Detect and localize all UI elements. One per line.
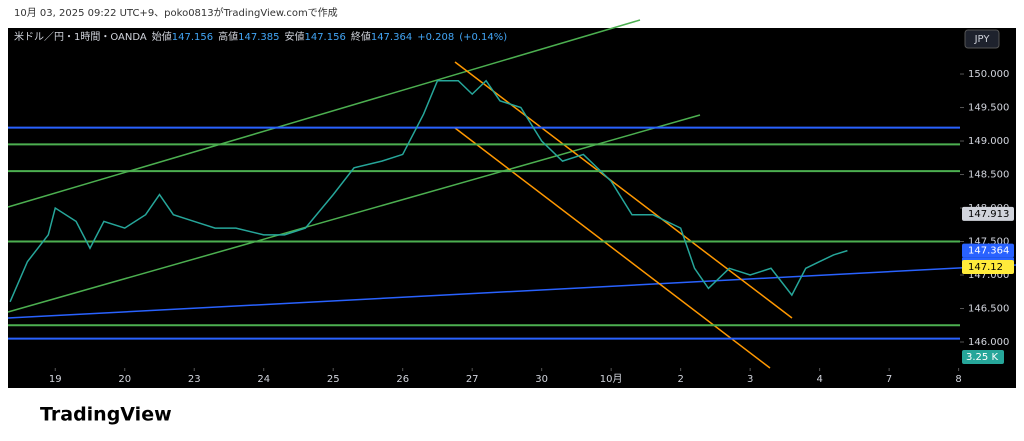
legend: 米ドル／円・1時間・OANDA 始値147.156 高値147.385 安値147.1… — [14, 30, 507, 43]
y-tick-label: 149.000 — [968, 136, 1009, 147]
price-line — [9, 79, 848, 303]
channel-line — [454, 127, 771, 369]
y-tick-label: 147.000 — [968, 270, 1009, 281]
legend-open: 147.156 — [172, 32, 213, 43]
x-tick-label: 20 — [118, 374, 131, 385]
x-tick-label: 24 — [257, 374, 270, 385]
trend-line — [7, 264, 1017, 319]
x-tick-label: 7 — [886, 374, 892, 385]
x-tick-label: 3 — [747, 374, 753, 385]
channel-line — [7, 114, 701, 313]
price-label-box — [962, 243, 1014, 258]
plot-background — [8, 28, 1016, 388]
x-tick-label: 4 — [816, 374, 822, 385]
legend-change-pct: (+0.14%) — [459, 32, 507, 43]
price-label-box — [962, 259, 1014, 274]
currency[interactable]: JPY — [974, 34, 991, 45]
price-label: 147.364 — [968, 246, 1009, 257]
legend-high: 147.385 — [238, 32, 279, 43]
legend-open-label: 始値 — [152, 30, 172, 43]
legend-low: 147.156 — [304, 32, 345, 43]
volume-label: 3.25 K — [966, 352, 998, 363]
legend-low-label: 安値 — [284, 30, 304, 43]
x-tick-label: 2 — [677, 374, 683, 385]
legend-close-label: 終値 — [351, 30, 371, 43]
legend-high-label: 高値 — [218, 30, 238, 43]
x-tick-label: 10月 — [600, 373, 623, 385]
caption: 10月 03, 2025 09:22 UTC+9、poko0813がTradin… — [14, 6, 338, 19]
channel-line — [7, 19, 641, 208]
price-label-box — [962, 206, 1014, 221]
y-tick-label: 146.000 — [968, 337, 1009, 348]
currency-button[interactable] — [964, 29, 1000, 49]
x-tick-label: 26 — [396, 374, 409, 385]
legend-symbol: 米ドル／円・1時間・OANDA — [14, 30, 147, 43]
x-tick-label: 25 — [327, 374, 340, 385]
x-tick-label: 23 — [188, 374, 201, 385]
x-tick-label: 27 — [466, 374, 479, 385]
logo: TradingView — [40, 404, 172, 426]
legend-text: 米ドル／円・1時間・OANDA 始値147.156 高値147.385 安値147.1… — [14, 30, 507, 43]
x-tick-label: 8 — [955, 374, 961, 385]
legend-close: 147.364 — [371, 32, 412, 43]
x-tick-label: 19 — [49, 374, 62, 385]
price-label: 147.913 — [968, 209, 1009, 220]
y-tick-label: 146.500 — [968, 304, 1009, 315]
y-tick-label: 148.500 — [968, 170, 1009, 181]
legend-change: +0.208 — [417, 32, 454, 43]
volume-label-box — [962, 350, 1004, 364]
x-tick-label: 30 — [535, 374, 548, 385]
price-label: 147.12 — [968, 262, 1003, 273]
y-tick-label: 147.500 — [968, 237, 1009, 248]
y-tick-label: 150.000 — [968, 69, 1009, 80]
y-tick-label: 149.500 — [968, 103, 1009, 114]
